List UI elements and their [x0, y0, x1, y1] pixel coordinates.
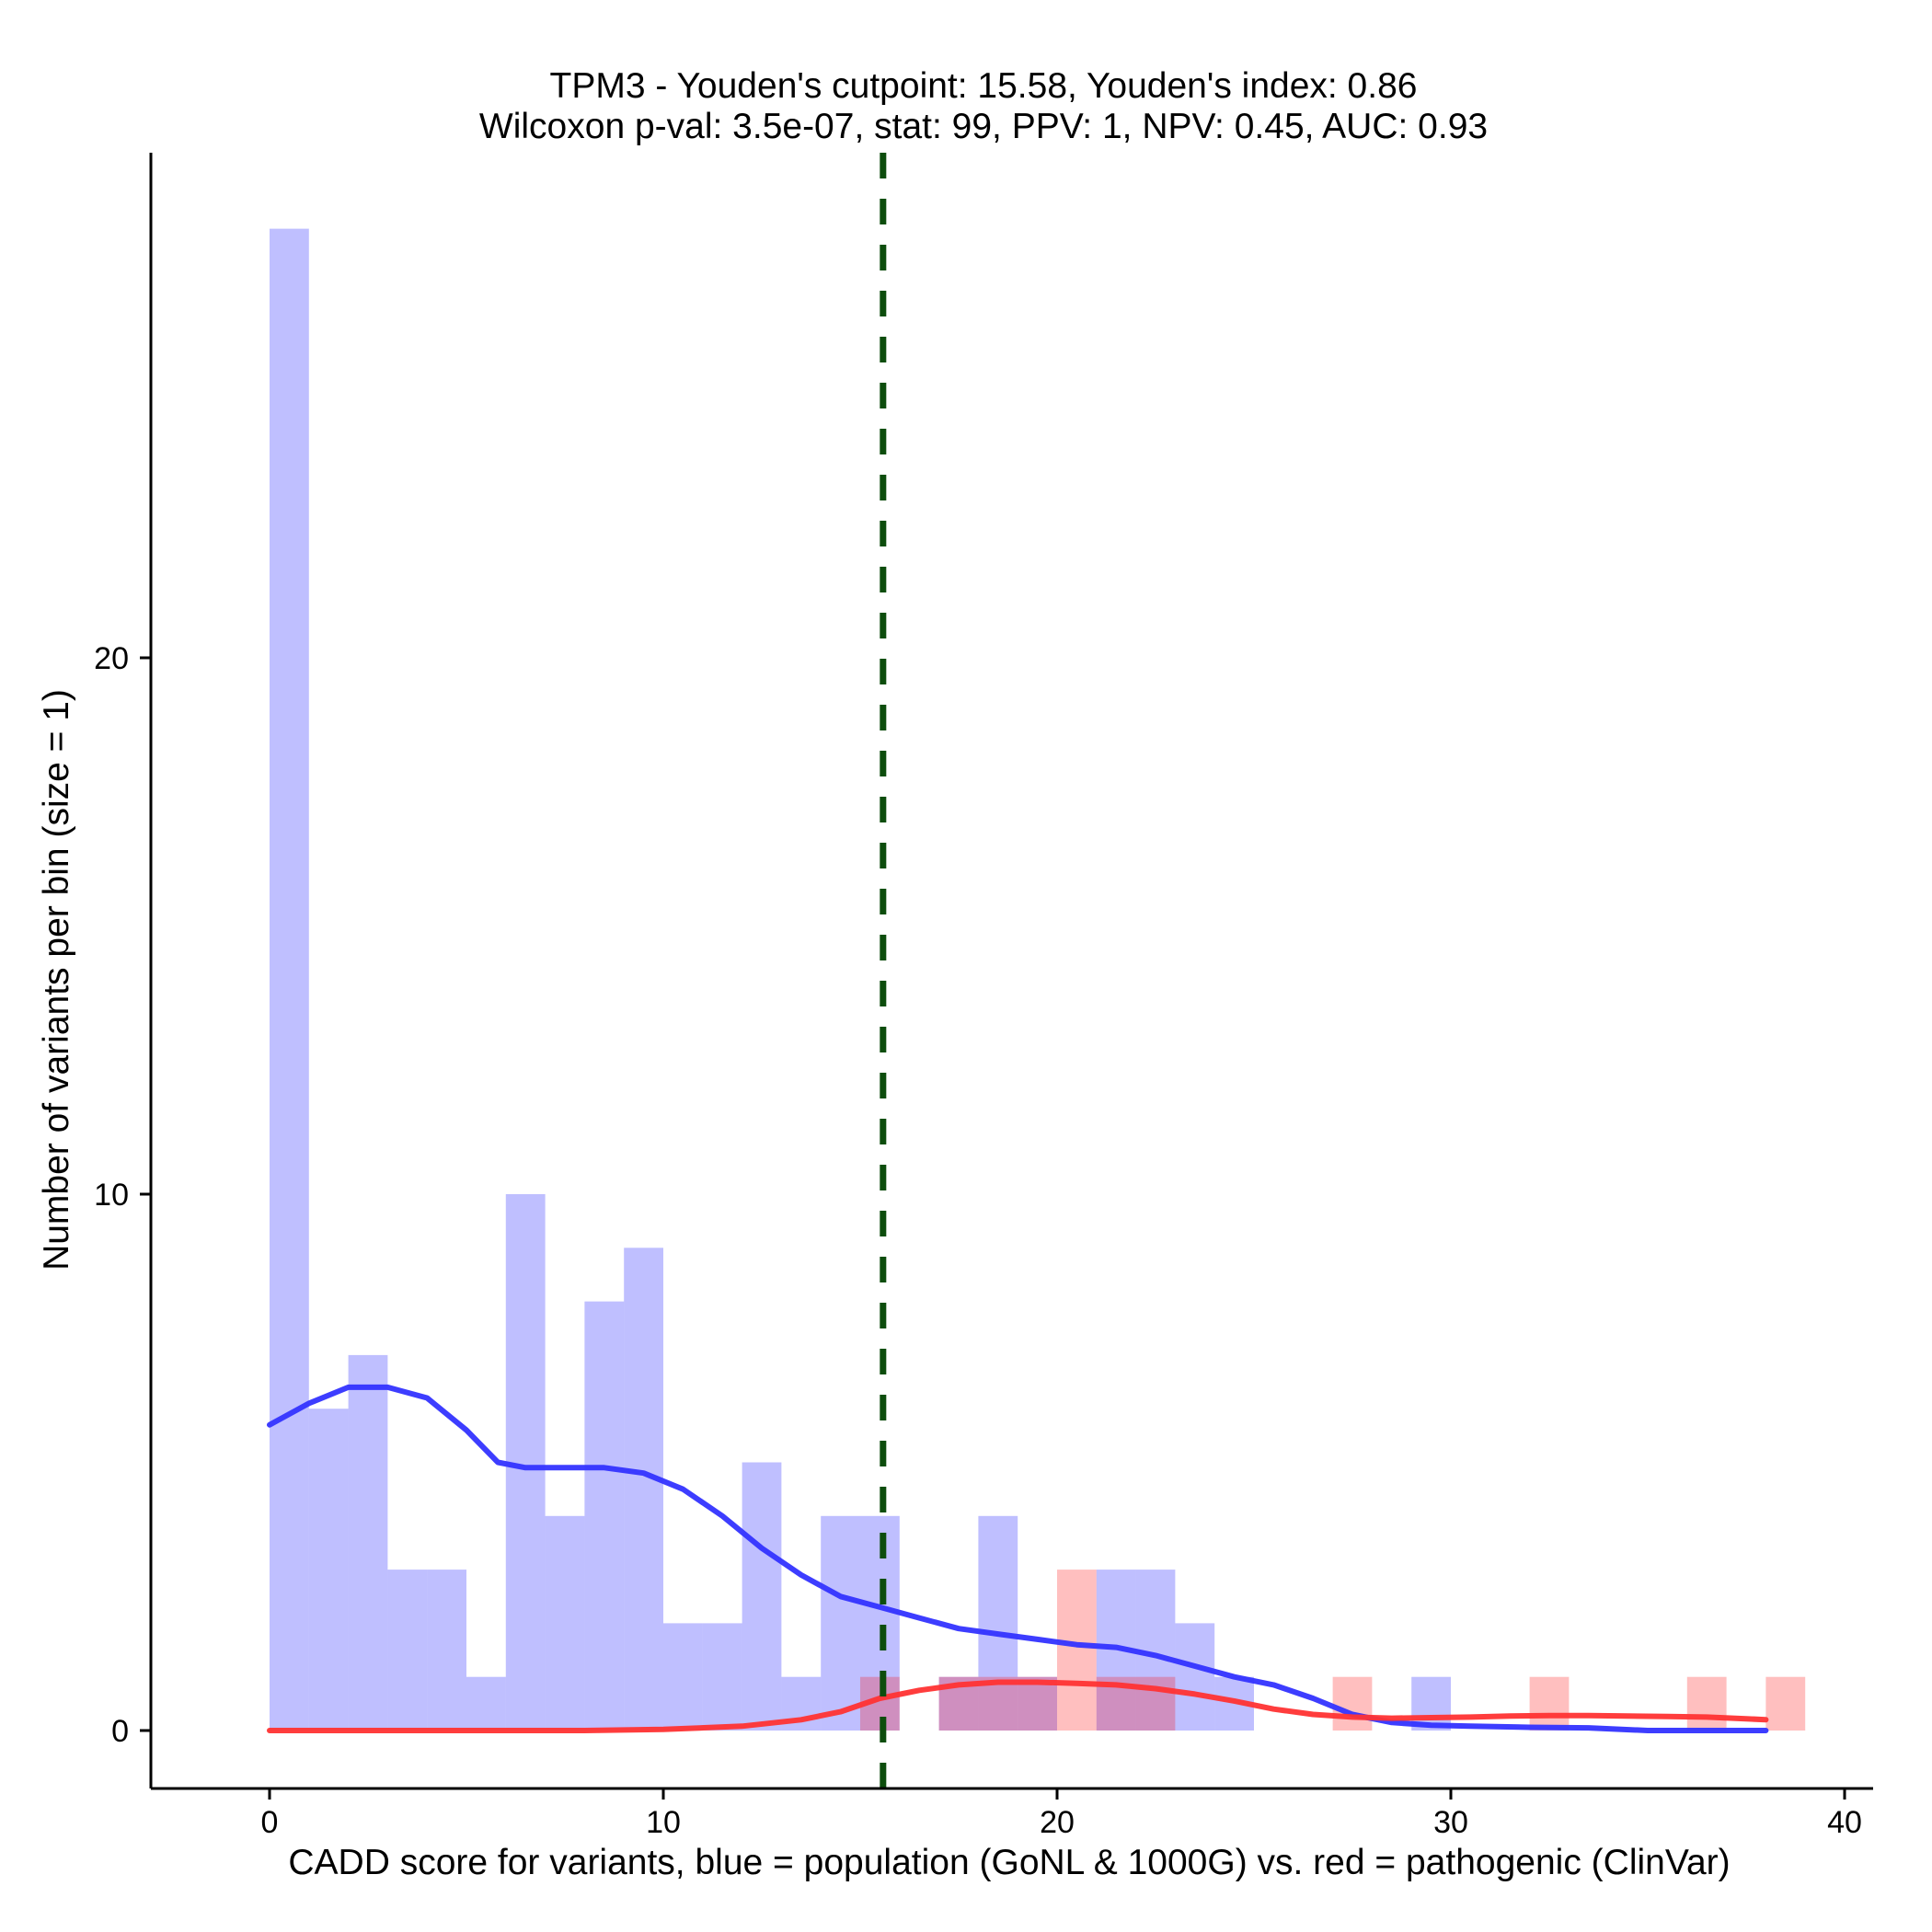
chart-title-line2: Wilcoxon p-val: 3.5e-07, stat: 99, PPV: … [479, 107, 1488, 146]
y-tick-label: 0 [111, 1714, 129, 1749]
x-tick-label: 0 [261, 1805, 279, 1840]
pathogenic-density-curve [267, 1679, 1769, 1733]
population-density-curve [267, 1384, 1769, 1733]
y-axis-label: Number of variants per bin (size = 1) [37, 689, 76, 1271]
population-bar [466, 1676, 506, 1731]
y-tick-label: 20 [94, 641, 129, 676]
population-bar [821, 1515, 860, 1731]
population-bar [584, 1301, 625, 1731]
x-axis-label: CADD score for variants, blue = populati… [288, 1843, 1730, 1882]
y-tick-label: 10 [94, 1178, 129, 1213]
population-bar [308, 1409, 349, 1731]
pathogenic-bar [1765, 1676, 1806, 1731]
x-tick-label: 20 [1040, 1805, 1075, 1840]
population-bar [1175, 1623, 1215, 1731]
y-axis-ticks: 0 10 20 [94, 641, 151, 1749]
x-tick-label: 10 [646, 1805, 681, 1840]
population-bar [270, 228, 309, 1731]
x-axis-ticks: 0 10 20 30 40 [261, 1788, 1862, 1840]
population-bar [427, 1570, 466, 1731]
pathogenic-bar [1686, 1676, 1727, 1731]
population-bar [624, 1248, 663, 1731]
pathogenic-bar [1529, 1676, 1570, 1731]
population-bar [978, 1515, 1018, 1731]
density-curves [267, 1384, 1769, 1733]
population-bar [387, 1570, 428, 1731]
pathogenic-bar [1018, 1676, 1057, 1731]
population-bar [348, 1354, 388, 1731]
population-bar [702, 1623, 742, 1731]
x-tick-label: 40 [1827, 1805, 1862, 1840]
x-tick-label: 30 [1433, 1805, 1468, 1840]
population-bar [1018, 1676, 1057, 1731]
population-bar [742, 1462, 782, 1731]
population-bar [663, 1623, 703, 1731]
population-bar [545, 1515, 585, 1731]
pathogenic-bar [1332, 1676, 1373, 1731]
population-histogram [270, 228, 1451, 1731]
pathogenic-bar [1057, 1570, 1097, 1731]
chart-title-line1: TPM3 - Youden's cutpoint: 15.58, Youden'… [550, 66, 1418, 106]
